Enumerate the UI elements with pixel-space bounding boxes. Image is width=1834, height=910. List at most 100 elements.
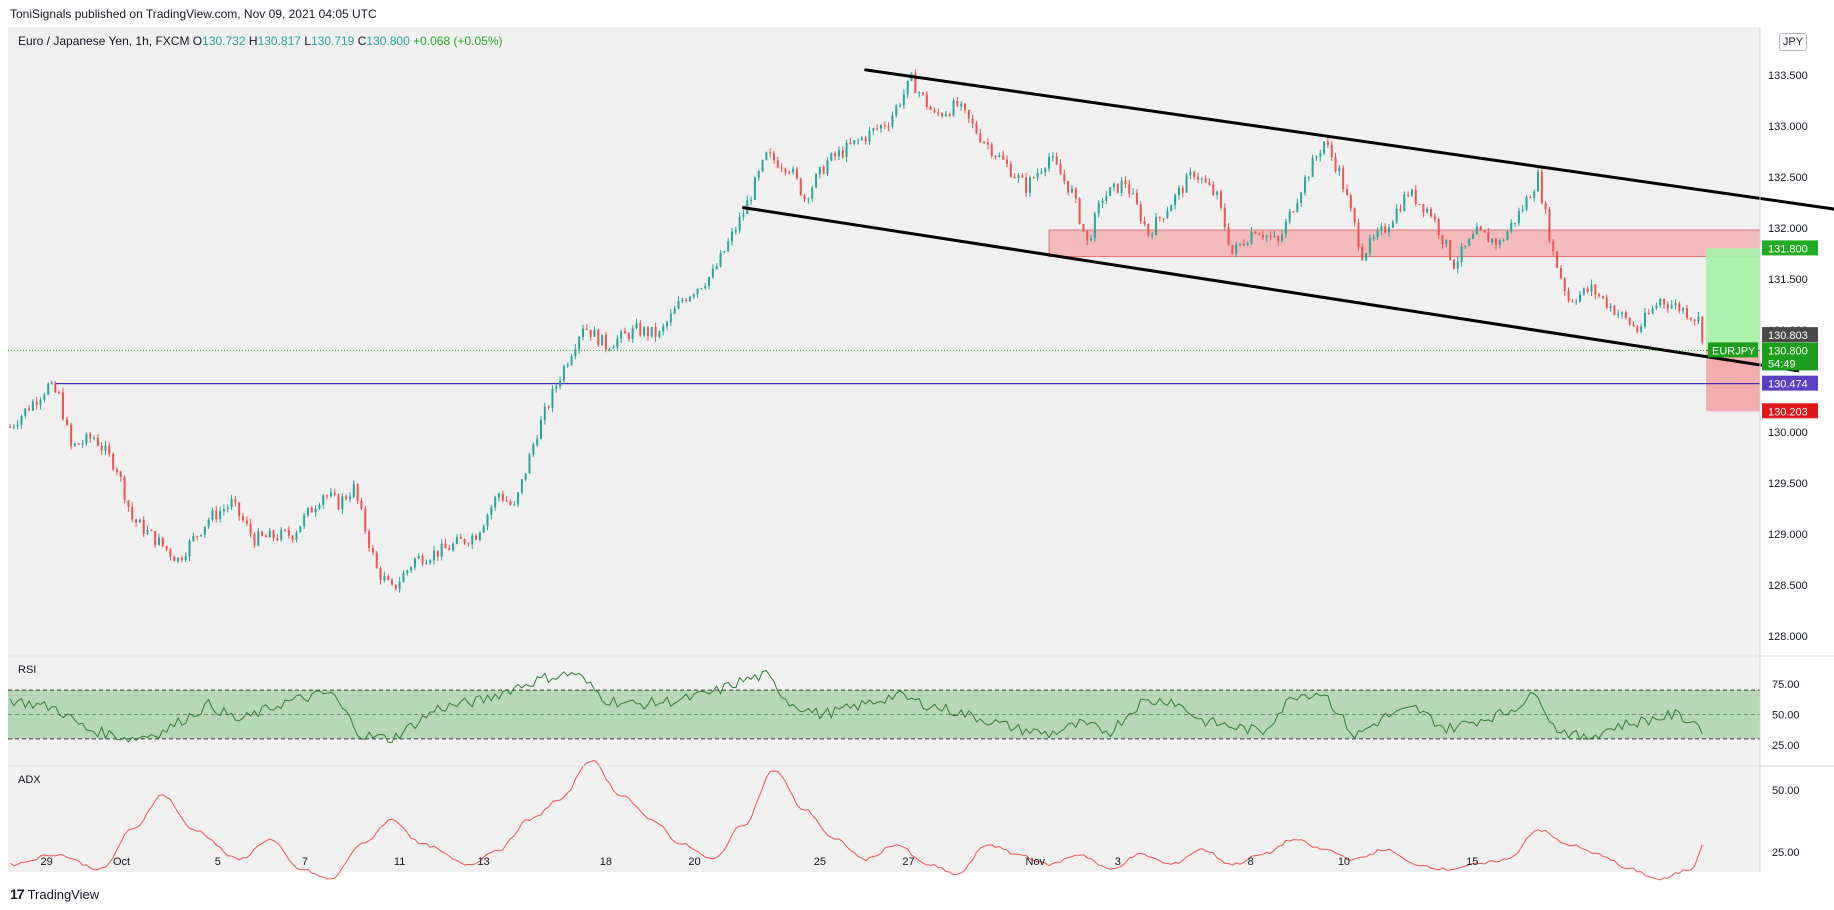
candle-body — [28, 408, 31, 411]
candle-body — [1017, 175, 1020, 178]
candle-body — [73, 443, 76, 446]
lower-trendline[interactable] — [741, 206, 1800, 373]
footer-brand[interactable]: 17 TradingView — [10, 886, 99, 902]
candle-body — [1430, 209, 1433, 217]
candle-body — [146, 530, 149, 534]
candle-body — [1246, 243, 1249, 246]
candle-body — [188, 540, 191, 557]
candle-body — [1353, 208, 1356, 223]
symbol-title[interactable]: Euro / Japanese Yen, 1h, FXCM — [18, 34, 190, 48]
candle-body — [1002, 155, 1005, 160]
close-label: C — [357, 34, 367, 48]
candle-body — [318, 505, 321, 509]
candle-body — [433, 550, 436, 561]
candle-body — [899, 105, 902, 107]
candle-body — [1468, 238, 1471, 246]
candle-body — [952, 100, 955, 116]
candle-body — [883, 125, 886, 127]
candle-body — [1693, 319, 1696, 322]
candle-body — [180, 557, 183, 560]
candle-body — [513, 504, 516, 506]
candle-body — [815, 174, 818, 188]
candle-body — [1445, 240, 1448, 245]
candle-body — [612, 347, 615, 349]
candle-body — [478, 532, 481, 540]
candle-body — [730, 231, 733, 242]
resistance-zone[interactable] — [1048, 229, 1761, 258]
candle-body — [704, 286, 707, 289]
candle-body — [1529, 197, 1532, 199]
candle-body — [161, 537, 164, 546]
candle-body — [364, 508, 367, 532]
candle-body — [1678, 303, 1681, 312]
candle-body — [402, 573, 405, 583]
candle-body — [528, 454, 531, 474]
candle-body — [329, 492, 332, 496]
candle-body — [1273, 236, 1276, 238]
candle-body — [192, 536, 195, 541]
candle-body — [494, 497, 497, 508]
candle-body — [807, 198, 810, 200]
candle-body — [1689, 318, 1692, 320]
candle-body — [635, 323, 638, 329]
candle-body — [104, 445, 107, 451]
candle-body — [1105, 195, 1108, 201]
candle-body — [1579, 294, 1582, 302]
candle-body — [444, 543, 447, 549]
candle-body — [643, 327, 646, 336]
candle-body — [100, 445, 103, 451]
candle-body — [543, 406, 546, 420]
currency-badge[interactable]: JPY — [1779, 33, 1807, 51]
target-zone[interactable] — [1706, 248, 1760, 351]
open-value: 130.732 — [202, 34, 246, 48]
candle-body — [1116, 183, 1119, 193]
candle-body — [1552, 241, 1555, 252]
adx-label[interactable]: ADX — [18, 774, 41, 786]
candle-body — [1185, 175, 1188, 193]
candle-body — [967, 109, 970, 119]
low-value: 130.719 — [310, 34, 355, 48]
candle-body — [1078, 198, 1081, 224]
price-pane-bg — [8, 27, 1760, 655]
candle-body — [234, 499, 237, 503]
time-tick-label: 18 — [600, 856, 612, 868]
candle-body — [242, 516, 245, 521]
countdown-text: 54:49 — [1768, 358, 1796, 370]
rsi-label[interactable]: RSI — [18, 664, 37, 676]
candle-body — [475, 535, 478, 540]
candle-body — [719, 252, 722, 267]
candle-body — [272, 530, 275, 539]
time-tick-label: 10 — [1338, 856, 1350, 868]
candle-body — [830, 153, 833, 161]
candle-body — [35, 401, 38, 405]
candle-body — [1307, 177, 1310, 179]
candle-body — [1216, 191, 1219, 195]
candle-body — [1456, 261, 1459, 269]
candle-body — [115, 469, 118, 472]
candle-body — [727, 241, 730, 252]
candle-body — [1426, 209, 1429, 213]
candle-body — [853, 140, 856, 144]
candle-body — [547, 406, 550, 408]
candle-body — [238, 502, 241, 517]
candle-body — [463, 539, 466, 544]
candle-body — [108, 445, 111, 454]
candle-body — [750, 199, 753, 201]
candle-body — [562, 366, 565, 381]
candle-body — [1254, 231, 1257, 234]
candle-body — [203, 526, 206, 535]
candle-body — [1242, 243, 1245, 246]
candle-body — [20, 415, 23, 425]
candle-body — [1261, 234, 1264, 238]
upper-trendline[interactable] — [864, 68, 1834, 228]
candle-body — [1189, 171, 1192, 176]
candle-body — [471, 535, 474, 545]
candle-body — [85, 434, 88, 444]
candle-body — [1361, 246, 1364, 261]
candle-body — [31, 401, 34, 411]
low-label: L — [304, 34, 311, 48]
candle-body — [669, 313, 672, 323]
candle-body — [520, 479, 523, 493]
symbol-legend: Euro / Japanese Yen, 1h, FXCM O130.732 H… — [18, 34, 503, 48]
